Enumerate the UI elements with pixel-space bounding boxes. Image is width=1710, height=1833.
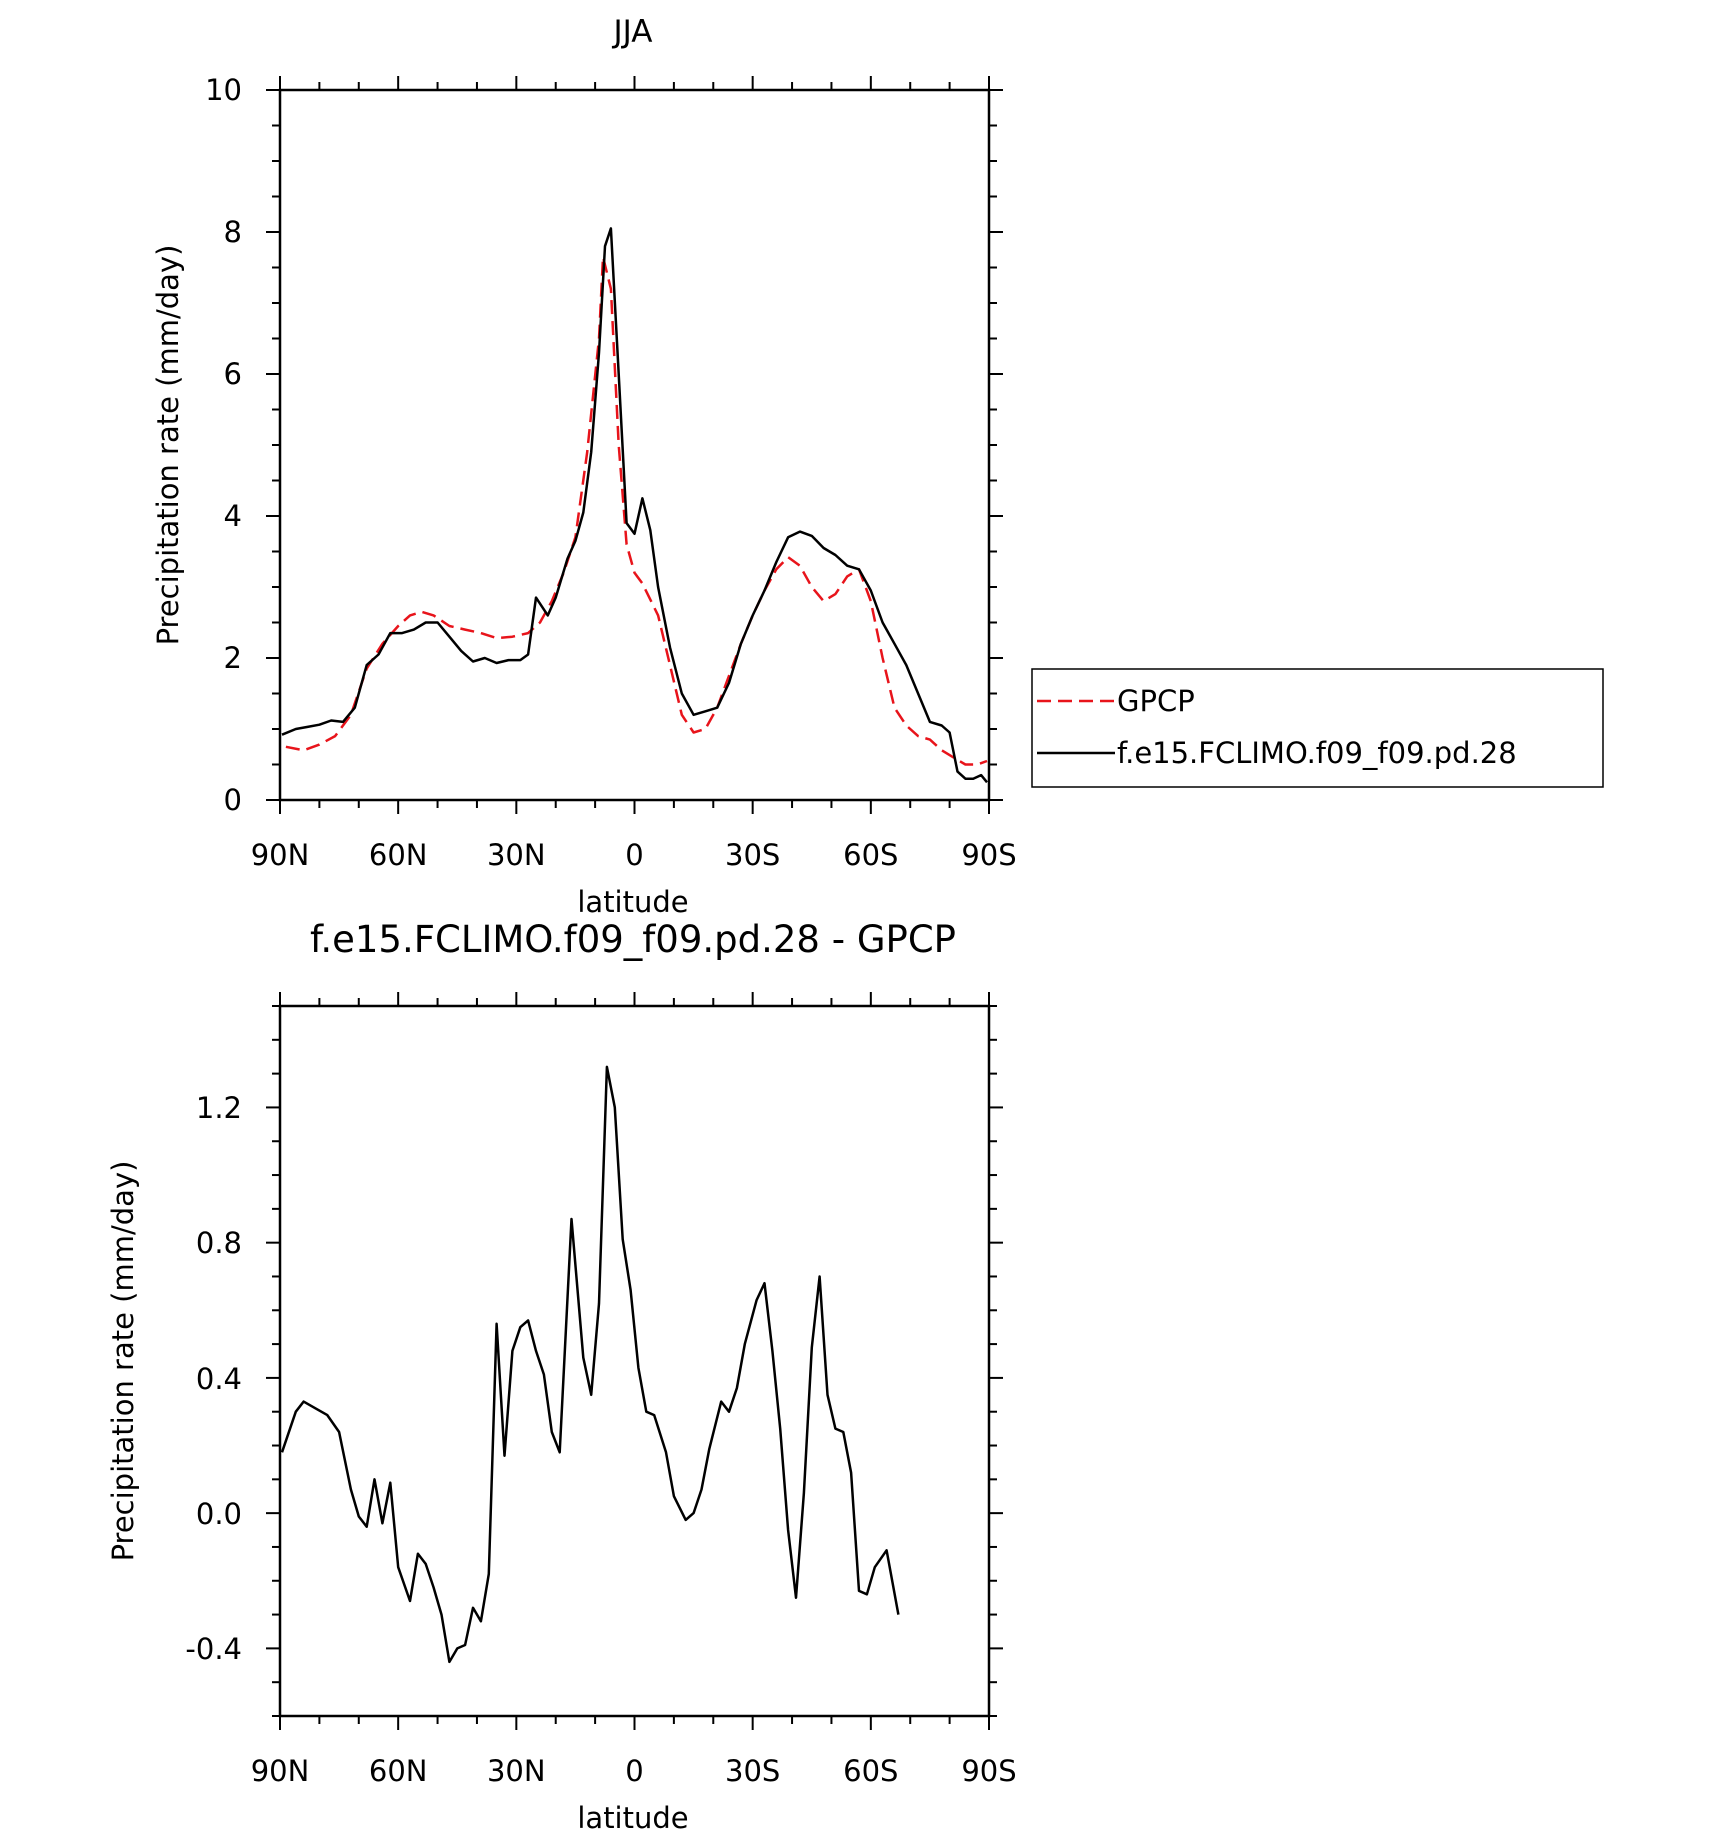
x-axis-label: latitude (577, 1801, 688, 1833)
y-tick-label: 4 (224, 499, 242, 533)
x-tick-label: 30S (725, 1754, 780, 1788)
legend-box (1031, 668, 1604, 788)
chart-title: f.e15.FCLIMO.f09_f09.pd.28 - GPCP (310, 918, 956, 961)
y-tick-label: 6 (224, 357, 242, 391)
axis-ticks (266, 76, 1003, 814)
y-tick-label: -0.4 (185, 1632, 242, 1666)
y-tick-label: 2 (224, 641, 242, 675)
series-group (281, 227, 988, 784)
x-tick-label: 30N (487, 838, 546, 872)
series-line-f-e15-fclimo-f09-f09-pd-28 (281, 227, 988, 784)
y-axis-label: Precipitation rate (mm/day) (106, 1161, 140, 1562)
chart-title: JJA (612, 14, 653, 50)
series-line-difference (280, 1065, 900, 1664)
x-tick-labels: 90N 60N 30N 0 30S 60S 90S (251, 838, 1017, 872)
x-axis-label: latitude (577, 885, 688, 919)
x-tick-label: 90S (961, 838, 1016, 872)
y-tick-labels: 0 2 4 6 8 10 (205, 73, 242, 817)
y-tick-label: 8 (224, 215, 242, 249)
y-tick-label: 1.2 (196, 1091, 242, 1125)
legend-label: f.e15.FCLIMO.f09_f09.pd.28 (1117, 736, 1517, 770)
y-tick-label: 0.0 (196, 1497, 242, 1531)
x-tick-label: 30S (725, 838, 780, 872)
y-tick-label: 0 (224, 783, 242, 817)
series-line-gpcp (285, 255, 988, 766)
plot-frame (278, 1004, 991, 1718)
x-tick-label: 30N (487, 1754, 546, 1788)
x-tick-label: 60N (369, 838, 428, 872)
axis-ticks (266, 992, 1003, 1730)
y-axis-label: Precipitation rate (mm/day) (151, 245, 185, 646)
chart-panel-top: JJA 90N 60N 30N 0 30S 60S 90S 0 2 4 6 8 … (151, 14, 1604, 919)
legend-label: GPCP (1117, 684, 1195, 718)
x-tick-label: 90N (251, 1754, 310, 1788)
x-tick-label: 60S (843, 1754, 898, 1788)
chart-panel-bottom: f.e15.FCLIMO.f09_f09.pd.28 - GPCP 90N 60… (106, 918, 1017, 1833)
y-tick-label: 0.8 (196, 1226, 242, 1260)
x-tick-label: 0 (625, 838, 643, 872)
plot-frame (278, 88, 991, 802)
y-tick-label: 0.4 (196, 1362, 242, 1396)
x-tick-label: 90S (961, 1754, 1016, 1788)
x-tick-labels: 90N 60N 30N 0 30S 60S 90S (251, 1754, 1017, 1788)
y-tick-labels: -0.4 0.0 0.4 0.8 1.2 (185, 1091, 242, 1666)
x-tick-label: 90N (251, 838, 310, 872)
x-tick-label: 0 (625, 1754, 643, 1788)
x-tick-label: 60N (369, 1754, 428, 1788)
x-tick-label: 60S (843, 838, 898, 872)
y-tick-label: 10 (205, 73, 242, 107)
legend: GPCP f.e15.FCLIMO.f09_f09.pd.28 (1031, 668, 1604, 788)
series-group (280, 1065, 900, 1664)
